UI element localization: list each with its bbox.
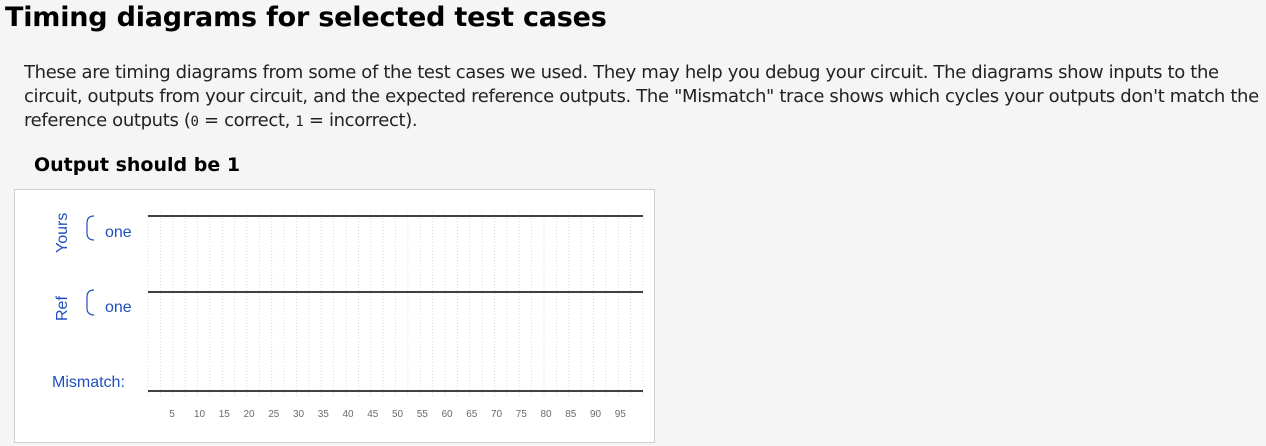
time-tick-label: 25 [268,409,280,420]
intro-text-1: These are timing diagrams from some of t… [24,62,1259,131]
time-tick-label: 85 [565,409,577,420]
time-tick-label: 80 [541,409,553,420]
signal-label-mismatch: Mismatch: [52,374,125,391]
signal-label-yours-one: one [105,224,132,241]
time-axis: 5 10 15 20 25 30 35 40 45 50 55 60 65 70 75 80 85 90 95 [169,409,626,420]
intro-text-3: = incorrect). [303,110,418,131]
time-tick-label: 45 [367,409,379,420]
time-tick-label: 60 [442,409,454,420]
time-tick-label: 15 [219,409,231,420]
time-tick-label: 50 [392,409,404,420]
code-zero: 0 [190,114,199,130]
time-tick-label: 40 [343,409,355,420]
timing-diagram-canvas: Yours one Ref one Mismatch: 5 10 15 20 25 30 3… [52,212,644,420]
group-bracket-yours [86,215,95,241]
time-tick-label: 55 [417,409,429,420]
code-one: 1 [295,114,304,130]
time-tick-label: 10 [194,409,206,420]
time-tick-label: 95 [615,409,627,420]
time-grid [147,212,644,396]
time-tick-label: 70 [491,409,503,420]
intro-paragraph: These are timing diagrams from some of t… [24,61,1264,134]
time-tick-label: 5 [169,409,175,420]
time-tick-label: 75 [516,409,528,420]
group-label-ref: Ref [54,296,71,321]
time-tick-label: 30 [293,409,305,420]
test-case-title: Output should be 1 [34,154,241,176]
group-bracket-ref [86,289,95,316]
time-tick-label: 65 [466,409,478,420]
intro-text-2: = correct, [198,110,296,131]
time-tick-label: 20 [244,409,256,420]
time-tick-label: 35 [318,409,330,420]
signal-label-ref-one: one [105,299,132,316]
page-title: Timing diagrams for selected test cases [5,2,607,33]
timing-diagram: Yours one Ref one Mismatch: 5 10 15 20 25 30 3… [14,189,655,443]
group-label-yours: Yours [54,213,71,253]
time-tick-label: 90 [590,409,602,420]
